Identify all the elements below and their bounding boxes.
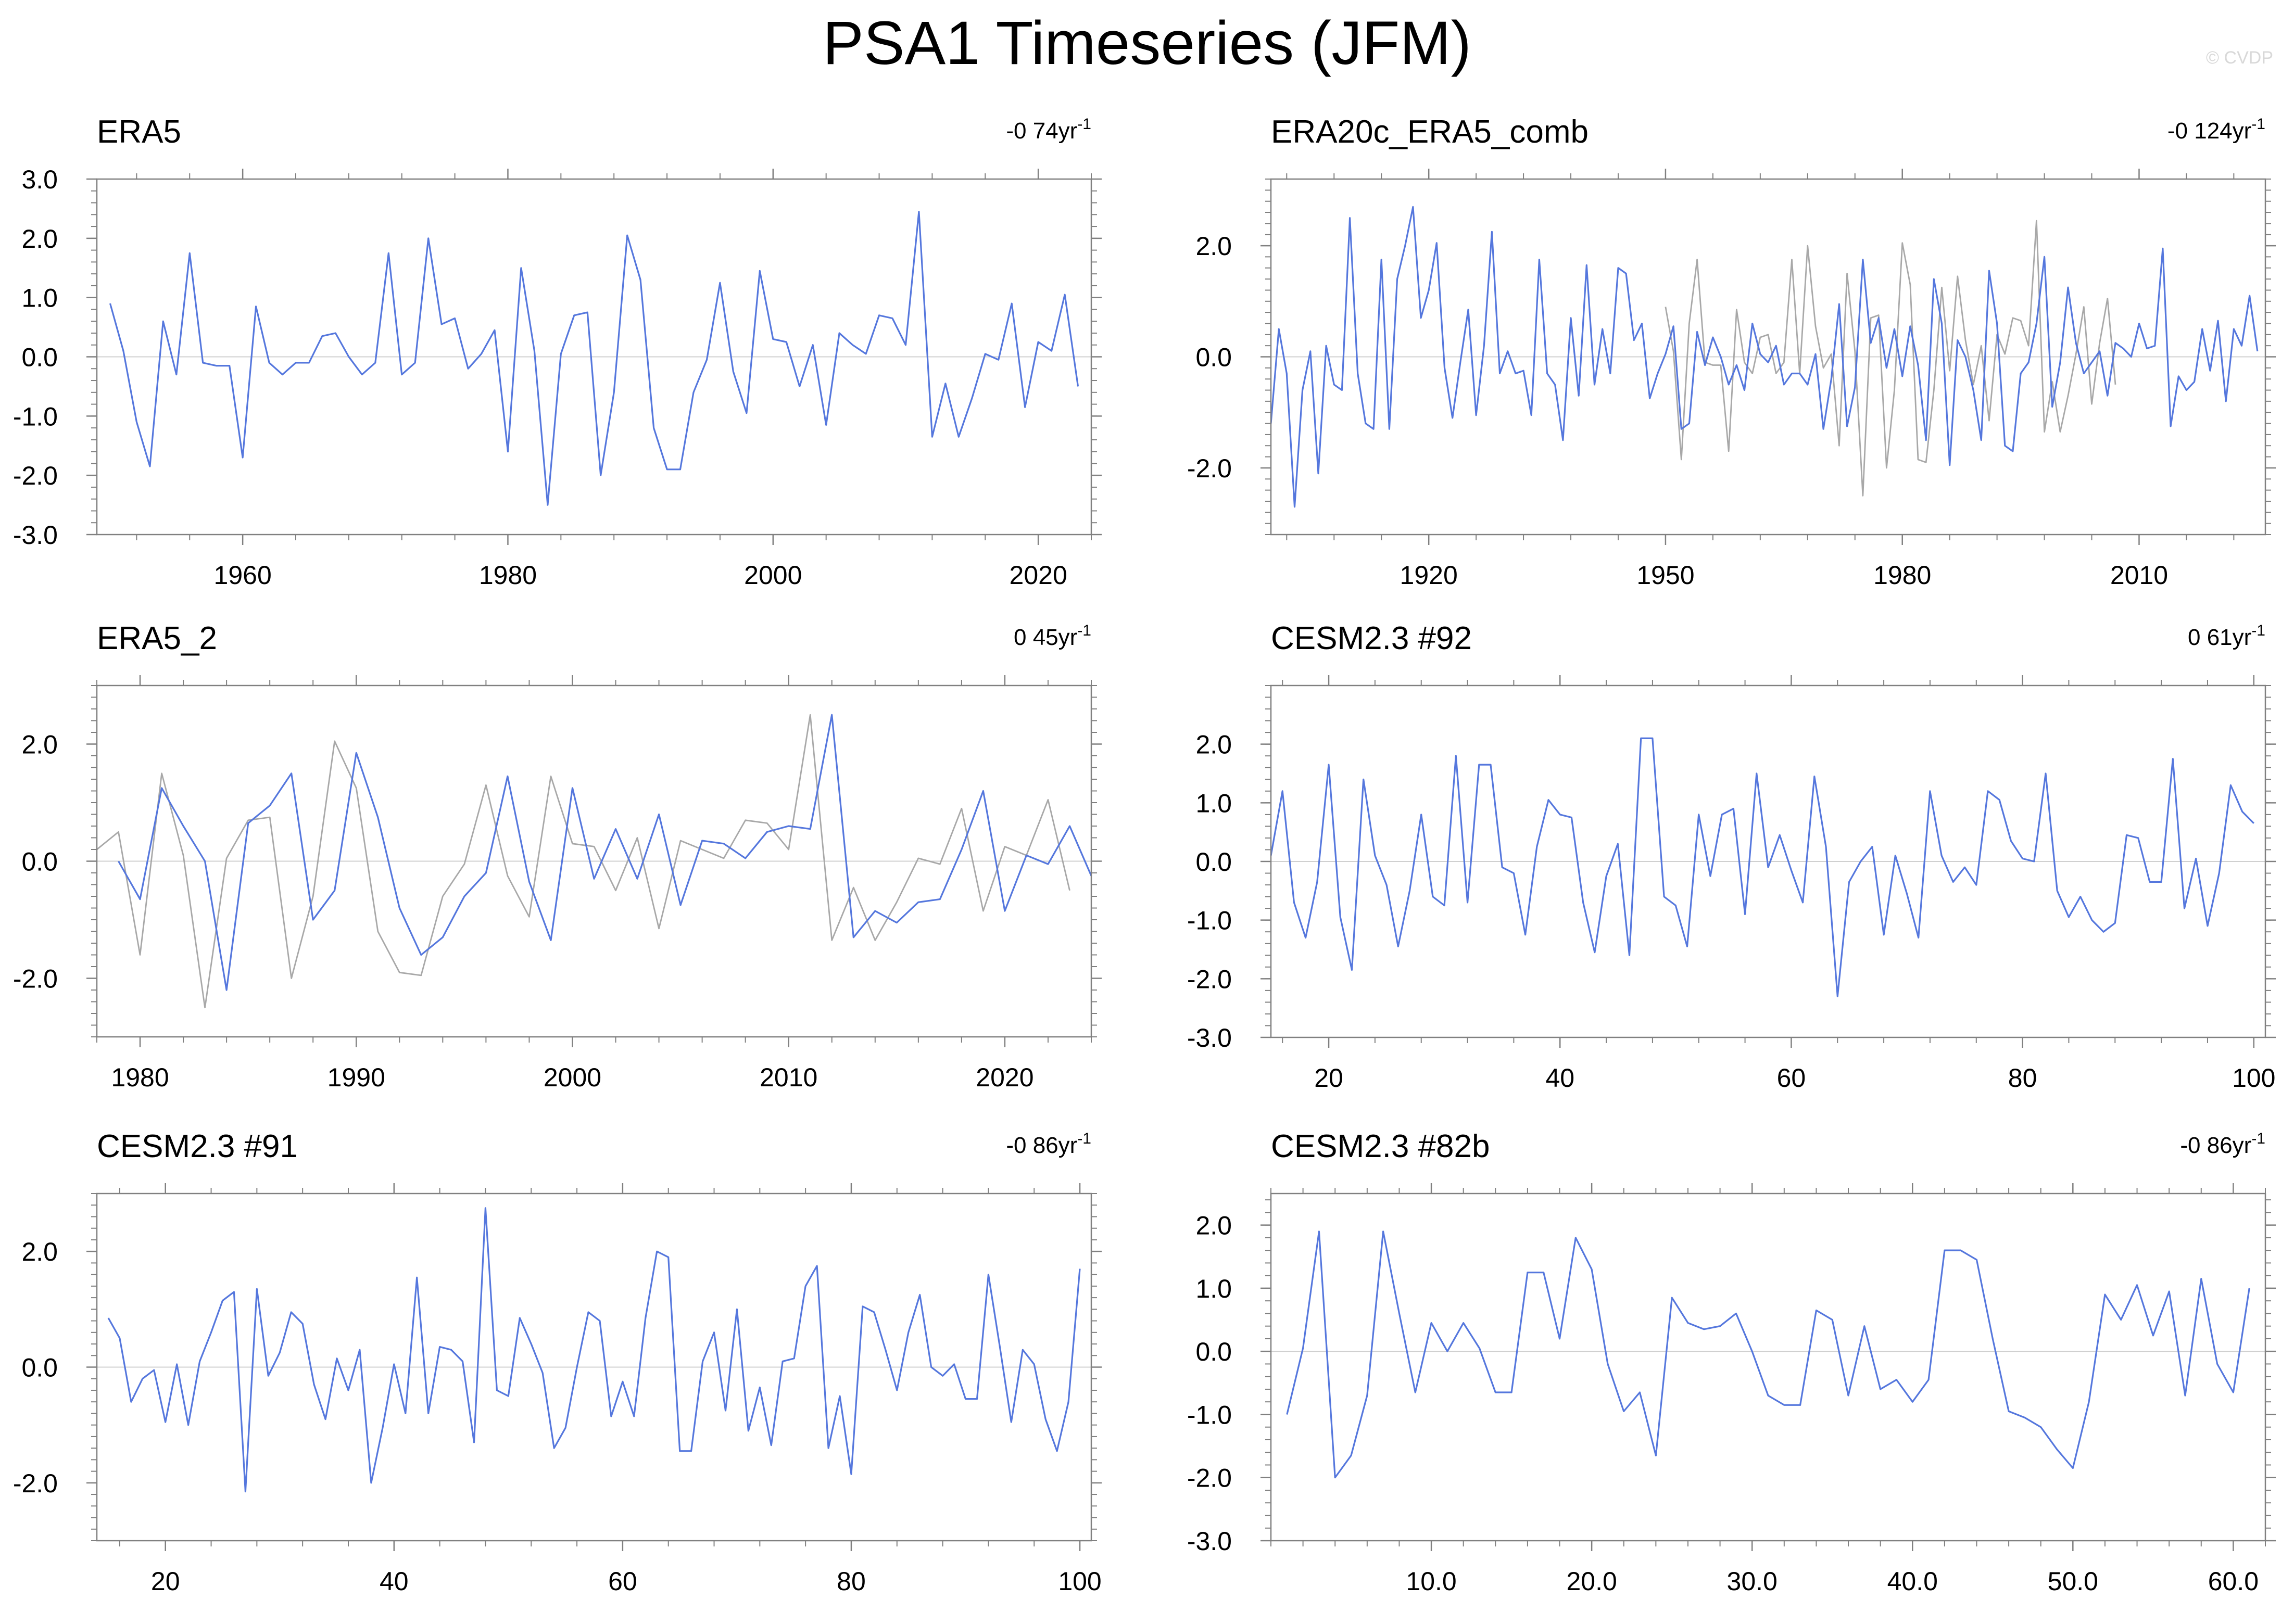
trend-label: -0 86yr-1	[2180, 1130, 2265, 1158]
y-tick-label: 1.0	[1195, 1274, 1232, 1303]
y-tick-label: -2.0	[1187, 454, 1232, 483]
y-tick-label: -1.0	[13, 402, 58, 431]
panel-5: 20 40 60 80 100 -2.0 0.0 2.0 CESM2.3 #91 -0 86yr-…	[13, 1128, 1102, 1596]
panel-title: CESM2.3 #92	[1271, 620, 1472, 656]
trend-exponent: -1	[2251, 1130, 2265, 1147]
y-tick-label: -2.0	[1187, 965, 1232, 994]
y-tick-label: 3.0	[21, 165, 58, 194]
x-tick-label: 100	[1058, 1567, 1101, 1596]
x-tick-label: 2020	[1010, 561, 1067, 590]
series-line-secondary	[96, 714, 1070, 1009]
series-line-primary	[118, 714, 1092, 991]
x-tick-label: 80	[837, 1567, 866, 1596]
panel-6: 10.0 20.0 30.0 40.0 50.0 60.0 -3.0 -2.0 -1.0 0.0 1…	[1187, 1128, 2276, 1596]
y-tick-label: 2.0	[21, 224, 58, 253]
y-tick-label: -3.0	[1187, 1527, 1232, 1556]
panel-title: CESM2.3 #82b	[1271, 1128, 1490, 1164]
panel-2: 1920 1950 1980 2010 -2.0 0.0 2.0 ERA20c_ERA5_co…	[1187, 114, 2276, 590]
trend-exponent: -1	[1077, 622, 1091, 639]
trend-value: -0 74yr	[1006, 118, 1077, 144]
y-tick-label: -2.0	[13, 1469, 58, 1498]
trend-label: -0 124yr-1	[2167, 116, 2265, 144]
trend-exponent: -1	[2251, 116, 2265, 133]
trend-label: -0 74yr-1	[1006, 116, 1091, 144]
series-line-primary	[107, 1207, 1081, 1493]
x-tick-label: 40	[380, 1567, 409, 1596]
panel-4: 20 40 60 80 100 -3.0 -2.0 -1.0 0.0 1.0 2.0 CESM2.3 …	[1187, 620, 2276, 1093]
x-tick-label: 2000	[544, 1063, 601, 1092]
trend-exponent: -1	[1077, 1130, 1091, 1147]
plot-frame	[1270, 1192, 2266, 1542]
x-tick-label: 2000	[744, 561, 802, 590]
panel-title: ERA5_2	[97, 620, 217, 656]
trend-value: -0 124yr	[2167, 118, 2251, 144]
series-line-primary	[1286, 1230, 2250, 1479]
y-tick-label: -3.0	[1187, 1023, 1232, 1052]
trend-label: 0 45yr-1	[1014, 622, 1091, 650]
trend-value: -0 86yr	[1006, 1133, 1077, 1158]
y-tick-label: 2.0	[1195, 730, 1232, 759]
x-tick-label: 30.0	[1727, 1567, 1778, 1596]
panel-1: 1960 1980 2000 2020 -3.0 -2.0 -1.0 0.0 1.0 2.0 3.0…	[13, 114, 1102, 590]
y-tick-label: -2.0	[13, 461, 58, 490]
y-tick-label: -1.0	[1187, 906, 1232, 935]
trend-value: 0 45yr	[1014, 625, 1077, 650]
trend-label: -0 86yr-1	[1006, 1130, 1091, 1158]
y-tick-label: -3.0	[13, 521, 58, 550]
series-line-primary	[1270, 737, 2254, 997]
page-title: PSA1 Timeseries (JFM)	[823, 9, 1471, 78]
x-tick-label: 2010	[2110, 561, 2168, 590]
panel-title: ERA20c_ERA5_comb	[1271, 114, 1589, 150]
y-tick-label: -1.0	[1187, 1400, 1232, 1429]
trend-exponent: -1	[1077, 116, 1091, 133]
y-tick-label: 2.0	[1195, 232, 1232, 261]
x-tick-label: 2010	[760, 1063, 817, 1092]
series-line-primary	[109, 211, 1079, 506]
x-tick-label: 60	[608, 1567, 637, 1596]
y-tick-label: 1.0	[1195, 789, 1232, 818]
x-tick-label: 20.0	[1566, 1567, 1617, 1596]
y-tick-label: 2.0	[21, 1237, 58, 1266]
series-line-secondary	[1665, 220, 2116, 497]
y-tick-label: 0.0	[1195, 1337, 1232, 1366]
x-tick-label: 40	[1545, 1063, 1574, 1093]
trend-value: -0 86yr	[2180, 1133, 2251, 1158]
y-tick-label: -2.0	[1187, 1464, 1232, 1493]
y-tick-label: 0.0	[21, 847, 58, 877]
y-tick-label: 2.0	[1195, 1211, 1232, 1240]
trend-exponent: -1	[2251, 622, 2265, 639]
panel-title: CESM2.3 #91	[97, 1128, 298, 1164]
x-tick-label: 60	[1777, 1063, 1806, 1093]
y-tick-label: 0.0	[1195, 847, 1232, 877]
x-tick-label: 1920	[1400, 561, 1458, 590]
panel-3: 1980 1990 2000 2010 2020 -2.0 0.0 2.0 ERA5_2 0 45…	[13, 620, 1102, 1092]
x-tick-label: 40.0	[1887, 1567, 1938, 1596]
series-line-primary	[1270, 206, 2259, 508]
x-tick-label: 1980	[479, 561, 537, 590]
x-tick-label: 50.0	[2048, 1567, 2098, 1596]
trend-label: 0 61yr-1	[2188, 622, 2265, 650]
x-tick-label: 80	[2008, 1063, 2037, 1093]
y-tick-label: 0.0	[21, 343, 58, 372]
x-tick-label: 10.0	[1406, 1567, 1456, 1596]
y-tick-label: 2.0	[21, 730, 58, 759]
x-tick-label: 20	[1314, 1063, 1343, 1093]
y-tick-label: 1.0	[21, 284, 58, 313]
y-tick-label: -2.0	[13, 965, 58, 994]
panel-title: ERA5	[97, 114, 181, 150]
x-tick-label: 100	[2232, 1063, 2275, 1093]
x-tick-label: 60.0	[2208, 1567, 2259, 1596]
watermark: © CVDP	[2206, 48, 2273, 68]
y-tick-label: 0.0	[1195, 343, 1232, 372]
x-tick-label: 1950	[1636, 561, 1694, 590]
x-tick-label: 1960	[214, 561, 272, 590]
y-tick-label: 0.0	[21, 1353, 58, 1382]
x-tick-label: 2020	[976, 1063, 1033, 1092]
x-tick-label: 1980	[1873, 561, 1931, 590]
x-tick-label: 20	[151, 1567, 180, 1596]
x-tick-label: 1980	[111, 1063, 169, 1092]
x-tick-label: 1990	[327, 1063, 385, 1092]
trend-value: 0 61yr	[2188, 625, 2251, 650]
